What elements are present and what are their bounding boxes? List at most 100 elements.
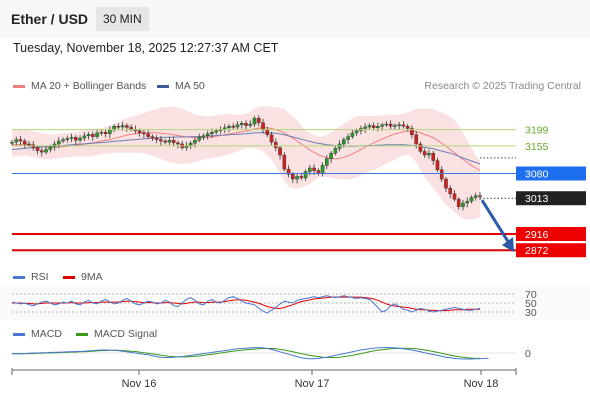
candle-body [86,134,91,137]
candle-body [35,147,40,151]
candle-body [410,128,414,135]
timeframe-button[interactable]: 30 MIN [96,7,149,31]
candle-body [193,140,197,144]
rsi-level-label-30: 30 [525,307,537,319]
candle-body [473,195,478,198]
candle-body [205,133,210,137]
candle-body [431,153,436,161]
candle-body [116,126,121,128]
candles [10,115,482,211]
ma50-legend-label: MA 50 [175,80,205,92]
candle-body [256,117,261,123]
candle-body [95,132,99,137]
candle-body [27,143,31,146]
candle-body [354,130,359,134]
candle-body [448,188,453,194]
candle-body [456,199,461,207]
candle-body [393,125,397,127]
bollinger-legend: MA 20 + Bollinger Bands [13,80,146,92]
macd-zero-label: 0 [525,348,531,360]
candle-body [154,137,159,140]
support-label-box-4 [516,227,586,241]
forecast-arrow-shaft [480,199,511,244]
support-label-5: 2872 [525,245,549,257]
candle-body [74,137,78,141]
candle-body [103,131,108,134]
candle-body [176,142,180,145]
candle-body [469,197,474,202]
rsi-ma9-swatch [63,275,75,279]
candle-body [69,137,74,139]
candle-body [371,125,376,128]
candle-body [435,160,440,171]
candle-body [478,195,482,197]
current-price-label: 3013 [525,193,549,205]
candle-body [384,123,389,126]
candle-body [239,123,244,126]
candle-body [214,130,219,133]
candle-body [201,135,206,138]
macd-signal-swatch [76,332,88,336]
candle-body [261,122,265,130]
candle-body [39,150,44,153]
x-tick-label-2: Nov 18 [464,378,499,390]
candle-body [231,126,236,128]
support-label-4: 2916 [525,229,549,241]
candle-body [295,176,299,180]
candle-body [282,154,287,170]
candle-body [235,124,240,128]
candle-body [197,137,202,141]
candle-body [388,123,393,127]
candle-body [150,136,155,139]
macd-line [11,347,489,360]
rsi-line [11,295,481,314]
candle-body [444,178,448,189]
macd-signal-legend-label: MACD Signal [94,328,158,340]
resistance-label-0: 3199 [525,125,549,137]
rsi-ma9-legend-label: 9MA [81,271,103,283]
macd-legend-label: MACD [31,328,62,340]
candle-body [380,124,384,127]
ma50-line [11,132,481,165]
candle-body [273,141,278,148]
candle-body [48,146,53,150]
candle-body [222,127,227,130]
candle-body [82,135,87,139]
candle-body [350,132,355,137]
rsi-ma9-line [12,296,480,312]
pivot-label: 3080 [525,169,549,181]
candle-body [167,140,172,143]
candle-body [401,124,406,127]
candle-body [303,171,308,179]
candle-body [427,153,431,156]
candle-body [142,132,146,135]
rsi-ma9-legend: 9MA [63,271,103,283]
candle-body [137,130,142,134]
candle-body [346,136,350,140]
ma50-swatch [157,84,169,88]
candle-body [269,134,274,143]
candle-body [363,126,367,129]
candle-body [320,165,325,174]
bollinger-legend-label: MA 20 + Bollinger Bands [31,80,147,92]
ma50-legend: MA 50 [157,80,205,92]
candle-body [342,139,346,145]
candle-body [452,193,457,200]
rsi-legend-label: RSI [31,271,49,283]
candle-body [278,147,282,156]
candle-body [61,139,65,142]
candle-body [78,137,82,141]
current-price-box [516,191,586,206]
support-label-box-5 [516,243,586,258]
rsi-level-label-70: 70 [525,289,537,301]
candle-body [286,168,291,175]
pivot-label-box [516,166,586,181]
candle-body [439,169,444,180]
bollinger-swatch [13,84,25,88]
candle-body [57,140,61,145]
candle-body [91,134,95,137]
candle-body [308,167,312,172]
candle-body [99,131,104,134]
candle-body [129,127,133,130]
